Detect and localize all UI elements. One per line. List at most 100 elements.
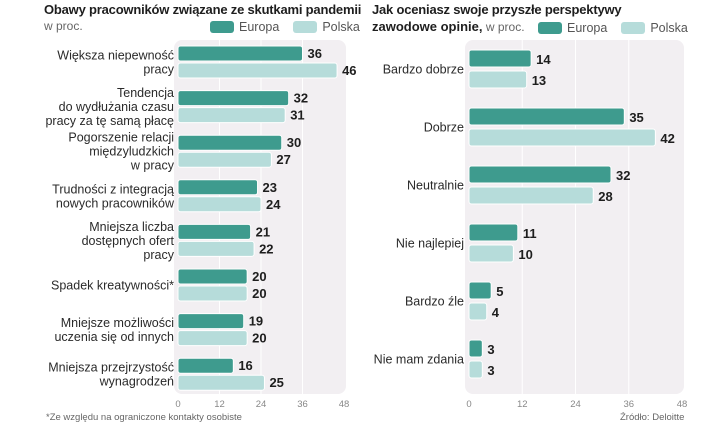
left-bar-polska xyxy=(177,62,338,79)
source-note: Źródło: Deloitte xyxy=(620,412,685,423)
legend-swatch-europa xyxy=(210,21,234,33)
left-bar-europa xyxy=(177,179,259,196)
left-category-label: Mniejsza liczba xyxy=(89,220,174,234)
left-bar-europa xyxy=(177,357,234,374)
right-bar-europa xyxy=(468,223,519,242)
left-value-label-europa: 32 xyxy=(294,91,308,106)
left-bar-polska xyxy=(177,107,286,124)
right-category-label: Bardzo dobrze xyxy=(383,63,464,77)
legend-label-polska: Polska xyxy=(650,21,688,35)
right-category-label: Nie mam zdania xyxy=(374,353,464,367)
right-x-tick-label: 24 xyxy=(570,399,581,410)
right-value-label-polska: 10 xyxy=(518,247,532,262)
left-bar-polska xyxy=(177,374,265,391)
right-x-tick-label: 0 xyxy=(466,399,471,410)
right-value-label-europa: 3 xyxy=(487,342,494,357)
right-value-label-polska: 3 xyxy=(487,363,494,378)
right-value-label-polska: 42 xyxy=(660,131,674,146)
right-value-label-europa: 5 xyxy=(496,284,503,299)
right-x-tick-label: 12 xyxy=(517,399,528,410)
left-x-tick-label: 24 xyxy=(256,399,267,410)
left-value-label-europa: 19 xyxy=(249,314,263,329)
right-bar-europa xyxy=(468,165,612,184)
right-value-label-europa: 14 xyxy=(536,52,551,67)
left-category-label: uczenia się od innych xyxy=(54,330,174,344)
left-x-tick-label: 12 xyxy=(214,399,225,410)
legend-swatch-europa xyxy=(538,22,562,34)
legend-swatch-polska xyxy=(621,22,646,34)
right-bar-polska xyxy=(468,70,528,89)
right-chart-title-line1: Jak oceniasz swoje przyszłe perspektywy xyxy=(372,2,622,17)
left-bar-europa xyxy=(177,268,248,285)
left-footnote: *Ze względu na ograniczone kontakty osob… xyxy=(46,412,242,423)
legend-swatch-polska xyxy=(293,21,318,33)
left-value-label-polska: 27 xyxy=(276,152,290,167)
left-category-label: Mniejsze możliwości xyxy=(61,316,174,330)
left-value-label-europa: 20 xyxy=(252,269,266,284)
left-legend: Europa Polska xyxy=(210,20,360,34)
left-bar-europa xyxy=(177,313,245,330)
right-value-label-polska: 28 xyxy=(598,189,612,204)
left-bar-polska xyxy=(177,330,248,347)
left-chart-title: Obawy pracowników związane ze skutkami p… xyxy=(44,2,362,17)
left-bar-europa xyxy=(177,45,303,62)
right-bar-polska xyxy=(468,128,656,147)
left-bar-europa xyxy=(177,134,283,151)
left-chart-subtitle: w proc. xyxy=(44,19,83,33)
right-value-label-europa: 11 xyxy=(523,226,537,241)
left-value-label-europa: 36 xyxy=(308,46,322,61)
right-value-label-europa: 35 xyxy=(629,110,643,125)
left-value-label-polska: 20 xyxy=(252,286,266,301)
left-category-label: nowych pracowników xyxy=(56,196,175,210)
left-value-label-europa: 30 xyxy=(287,135,301,150)
right-x-tick-label: 48 xyxy=(677,399,688,410)
right-chart-title-line2: zawodowe opinie, w proc. xyxy=(372,19,525,34)
legend-label-europa: Europa xyxy=(239,20,280,34)
left-category-label: Trudności z integracją xyxy=(52,182,174,196)
left-x-tick-label: 0 xyxy=(175,399,180,410)
right-value-label-polska: 4 xyxy=(492,305,500,320)
left-category-label: Większa niepewność xyxy=(57,49,174,63)
left-value-label-europa: 16 xyxy=(238,358,252,373)
left-value-label-polska: 24 xyxy=(266,197,281,212)
left-value-label-europa: 23 xyxy=(263,180,277,195)
right-bar-europa xyxy=(468,281,492,300)
right-chart-title-bold: zawodowe opinie, xyxy=(372,19,483,34)
left-value-label-polska: 31 xyxy=(290,108,304,123)
right-category-label: Neutralnie xyxy=(407,179,464,193)
legend-label-europa: Europa xyxy=(567,21,608,35)
left-bar-polska xyxy=(177,151,272,168)
right-bar-polska xyxy=(468,186,594,205)
right-chart-subtitle: w proc. xyxy=(485,20,525,34)
left-category-label: w pracy xyxy=(130,159,175,173)
left-value-label-polska: 22 xyxy=(259,241,273,256)
right-value-label-polska: 13 xyxy=(532,73,546,88)
left-x-tick-label: 36 xyxy=(297,399,308,410)
right-x-tick-label: 36 xyxy=(623,399,634,410)
right-value-label-europa: 32 xyxy=(616,168,630,183)
left-x-tick-label: 48 xyxy=(339,399,350,410)
left-category-label: do wydłużania czasu xyxy=(59,100,174,114)
left-category-label: pracy xyxy=(143,63,174,77)
left-bar-europa xyxy=(177,90,290,107)
right-legend: Europa Polska xyxy=(538,21,688,35)
left-category-label: pracy za tę samą płacę xyxy=(45,114,174,128)
left-bar-europa xyxy=(177,223,252,240)
left-category-label: Pogorszenie relacji xyxy=(68,131,174,145)
left-category-label: dostępnych ofert xyxy=(82,234,175,248)
right-category-label: Nie najlepiej xyxy=(396,237,464,251)
left-value-label-polska: 25 xyxy=(269,375,283,390)
left-value-label-polska: 20 xyxy=(252,331,266,346)
right-category-label: Dobrze xyxy=(424,121,464,135)
right-bar-polska xyxy=(468,360,483,379)
left-category-label: wynagrodzeń xyxy=(99,375,174,389)
right-bar-europa xyxy=(468,49,532,68)
left-category-label: Tendencja xyxy=(117,86,174,100)
right-bar-europa xyxy=(468,339,483,358)
right-bar-polska xyxy=(468,302,488,321)
left-value-label-europa: 21 xyxy=(256,224,270,239)
legend-label-polska: Polska xyxy=(322,20,360,34)
right-bar-polska xyxy=(468,244,514,263)
left-category-label: Spadek kreatywności* xyxy=(51,279,174,293)
